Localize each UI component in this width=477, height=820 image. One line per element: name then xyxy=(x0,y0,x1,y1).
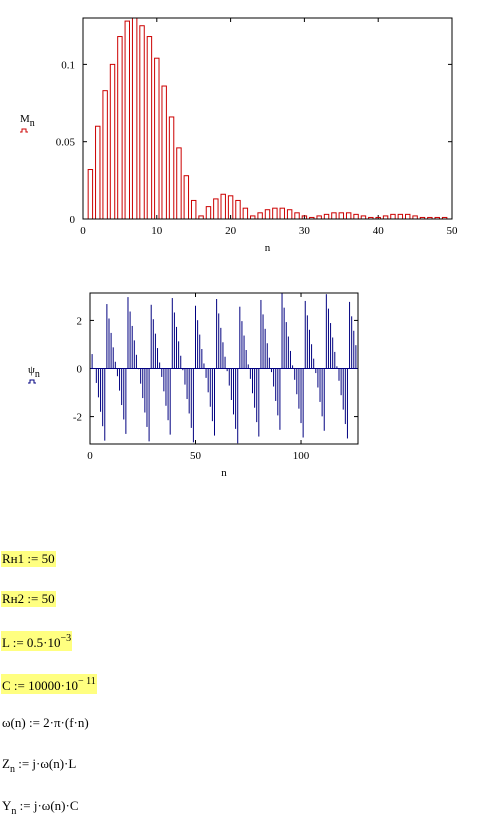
formula-text: ω(n) := 2·π·(f·n) xyxy=(2,715,89,730)
x-tick-label: 30 xyxy=(299,225,311,237)
formula[interactable]: L := 0.5·10−3 xyxy=(1,631,73,651)
formula[interactable]: Yn := j·ω(n)·C xyxy=(1,798,80,820)
bar xyxy=(176,147,182,220)
bar xyxy=(109,63,116,220)
formula-text: L := 0.5·10 xyxy=(2,635,61,650)
formula[interactable]: Zn := j·ω(n)·L xyxy=(1,756,77,778)
formula[interactable]: C := 10000·10− 11 xyxy=(1,674,97,694)
plot-frame xyxy=(82,17,453,220)
bar xyxy=(95,125,101,220)
bar xyxy=(213,198,219,220)
formula-text: Y xyxy=(2,798,12,813)
bar xyxy=(405,213,411,220)
formula-text: := j·ω(n)·C xyxy=(16,798,79,813)
bar xyxy=(168,116,175,220)
bar xyxy=(353,213,359,220)
bar xyxy=(264,209,271,220)
bar xyxy=(345,212,352,220)
bar xyxy=(220,193,226,220)
y-tick-label: 0.1 xyxy=(61,59,75,71)
y-tick-label: 0 xyxy=(70,214,76,226)
bar xyxy=(272,207,278,220)
x-tick-label: 50 xyxy=(190,450,202,462)
bar xyxy=(117,36,123,220)
bar xyxy=(397,213,404,220)
x-tick-label: 50 xyxy=(447,225,459,237)
bar xyxy=(190,199,197,220)
bar xyxy=(161,85,167,220)
y-tick-label: -2 xyxy=(73,412,82,424)
bar xyxy=(87,169,94,220)
bar xyxy=(146,36,153,220)
y-axis-label: Mn xyxy=(20,113,35,129)
y-label-main: M xyxy=(20,113,30,125)
x-tick-label: 0 xyxy=(80,225,86,237)
legend-symbol xyxy=(28,379,36,384)
bar xyxy=(323,213,330,220)
y-label-sub: n xyxy=(35,369,40,380)
formula-text: Rн1 := 50 xyxy=(2,551,55,566)
bar xyxy=(242,207,249,220)
y-tick-label: 2 xyxy=(77,315,83,327)
formula[interactable]: Rн1 := 50 xyxy=(1,551,56,567)
plot-frame xyxy=(89,292,359,445)
bar xyxy=(286,209,293,220)
x-tick-label: 20 xyxy=(225,225,237,237)
bar xyxy=(205,206,212,220)
formula[interactable]: ω(n) := 2·π·(f·n) xyxy=(1,715,90,731)
bar xyxy=(131,17,138,220)
bar xyxy=(102,90,108,220)
bar xyxy=(338,212,345,220)
bar xyxy=(139,25,145,220)
bar xyxy=(183,175,190,220)
x-tick-label: 40 xyxy=(373,225,385,237)
bar xyxy=(331,212,337,220)
formula-text: n xyxy=(9,764,15,775)
formula-text: C := 10000·10 xyxy=(2,678,78,693)
y-axis-label: ψn xyxy=(28,364,40,380)
y-label-main: ψ xyxy=(28,364,35,376)
formula-text: n xyxy=(11,806,17,817)
x-tick-label: 10 xyxy=(151,225,163,237)
y-tick-label: 0 xyxy=(77,364,83,376)
bar xyxy=(154,57,160,220)
bar xyxy=(235,199,241,220)
x-axis-label: n xyxy=(221,467,227,479)
bar xyxy=(257,212,263,220)
y-label-sub: n xyxy=(30,118,35,129)
formula-text: := j·ω(n)·L xyxy=(14,756,77,771)
bar xyxy=(390,213,396,220)
x-axis-label: n xyxy=(265,242,271,254)
bar xyxy=(294,212,300,220)
formula-text: Z xyxy=(2,756,10,771)
formula-text: Rн2 := 50 xyxy=(2,591,55,606)
bar xyxy=(279,207,285,220)
x-tick-label: 100 xyxy=(293,450,310,462)
formula[interactable]: Rн2 := 50 xyxy=(1,591,56,607)
legend-symbol xyxy=(20,128,28,133)
bar xyxy=(124,20,130,220)
y-tick-label: 0.05 xyxy=(56,137,76,149)
formula-text: − 11 xyxy=(77,676,96,687)
formula-text: −3 xyxy=(60,633,72,644)
x-tick-label: 0 xyxy=(87,450,93,462)
